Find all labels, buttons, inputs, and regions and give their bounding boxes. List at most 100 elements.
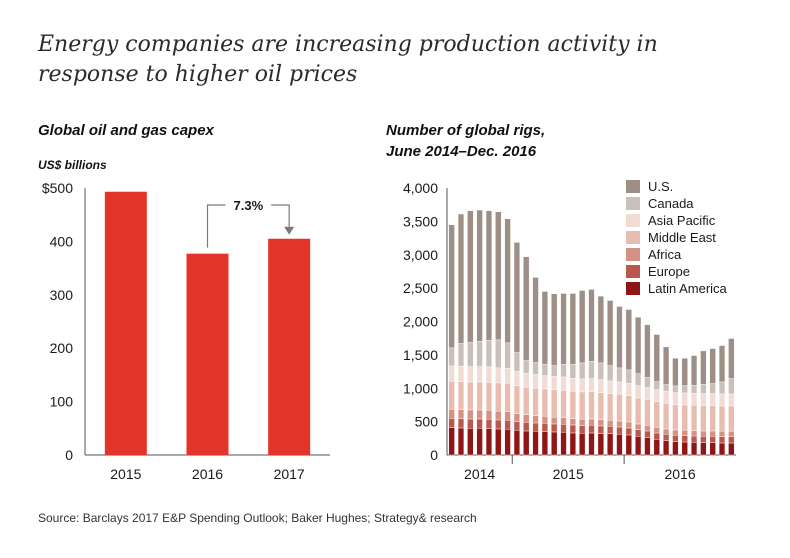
rig-segment-middle-east — [625, 395, 632, 423]
rig-segment-africa — [504, 411, 511, 421]
rig-segment-latin-america — [513, 430, 521, 456]
rig-segment-canada — [644, 377, 651, 388]
rig-segment-asia-pacific — [569, 378, 576, 392]
rig-segment-canada — [690, 385, 698, 394]
rig-segment-middle-east — [662, 403, 670, 430]
capex-unit-label: US$ billions — [38, 158, 107, 172]
growth-arrow-head — [284, 226, 295, 235]
rig-segment-europe — [616, 426, 623, 435]
capex-chart-title: Global oil and gas capex — [38, 122, 214, 139]
rig-segment-canada — [485, 339, 493, 368]
rig-segment-africa — [607, 420, 614, 427]
rig-segment-europe — [495, 419, 502, 430]
rig-segment-africa — [495, 411, 502, 421]
rig-segment-u-s- — [504, 218, 511, 344]
rigs-x-year-label: 2015 — [553, 466, 584, 482]
rig-segment-latin-america — [718, 442, 726, 456]
rig-segment-africa — [579, 419, 586, 426]
rig-segment-asia-pacific — [700, 393, 707, 406]
rig-segment-middle-east — [700, 405, 707, 432]
rig-segment-canada — [616, 367, 623, 383]
rigs-y-tick-label: 500 — [415, 414, 439, 430]
rig-segment-africa — [700, 430, 707, 437]
rig-segment-latin-america — [476, 428, 483, 456]
rig-segment-middle-east — [448, 381, 455, 410]
rig-segment-canada — [709, 383, 716, 394]
rigs-y-tick-label: 2,000 — [403, 314, 438, 330]
rig-segment-asia-pacific — [644, 387, 651, 400]
rig-segment-canada — [560, 364, 567, 378]
rig-segment-canada — [607, 365, 614, 382]
rig-segment-asia-pacific — [485, 366, 493, 383]
rig-segment-u-s- — [513, 242, 521, 353]
rig-segment-europe — [523, 422, 530, 432]
rig-segment-asia-pacific — [579, 378, 586, 393]
rig-segment-latin-america — [448, 427, 455, 456]
rig-segment-latin-america — [588, 432, 595, 456]
capex-x-tick-label: 2015 — [110, 466, 141, 482]
legend-label: Africa — [648, 247, 682, 262]
rig-segment-u-s- — [690, 355, 698, 386]
rig-segment-africa — [597, 419, 604, 427]
rigs-title-line: June 2014–Dec. 2016 — [386, 143, 537, 160]
rig-segment-middle-east — [495, 382, 502, 412]
rig-segment-europe — [635, 429, 642, 437]
rig-segment-asia-pacific — [616, 381, 623, 395]
rig-segment-europe — [690, 435, 698, 443]
rig-segment-africa — [513, 413, 521, 422]
rig-segment-europe — [467, 418, 474, 429]
rig-segment-canada — [625, 369, 632, 384]
legend-swatch-africa — [626, 248, 640, 261]
rig-segment-middle-east — [569, 391, 576, 419]
rig-segment-europe — [644, 430, 651, 438]
rig-segment-canada — [569, 364, 576, 379]
rig-segment-africa — [588, 418, 595, 426]
rig-segment-canada — [597, 362, 604, 380]
source-note: Source: Barclays 2017 E&P Spending Outlo… — [38, 511, 477, 525]
rig-segment-middle-east — [607, 393, 614, 421]
rig-segment-canada — [551, 365, 558, 377]
rig-segment-asia-pacific — [672, 392, 679, 405]
rig-segment-asia-pacific — [504, 368, 511, 384]
rig-segment-middle-east — [467, 381, 474, 411]
rig-segment-asia-pacific — [653, 389, 660, 402]
rig-segment-europe — [662, 434, 670, 441]
rig-segment-asia-pacific — [476, 366, 483, 383]
rig-segment-africa — [476, 409, 483, 420]
rig-segment-u-s- — [476, 209, 483, 342]
rig-segment-latin-america — [551, 431, 558, 456]
rig-segment-latin-america — [569, 432, 576, 456]
rig-segment-middle-east — [653, 401, 660, 428]
rig-segment-u-s- — [662, 346, 670, 385]
rig-segment-middle-east — [551, 389, 558, 418]
rig-segment-asia-pacific — [681, 392, 688, 406]
legend-label: Europe — [648, 264, 690, 279]
rig-segment-middle-east — [485, 382, 493, 411]
legend-label: Canada — [648, 196, 694, 211]
rig-segment-europe — [504, 420, 511, 430]
rig-segment-asia-pacific — [625, 383, 632, 396]
rig-segment-latin-america — [607, 433, 614, 456]
rig-segment-europe — [541, 423, 548, 432]
rig-segment-u-s- — [728, 338, 735, 379]
rig-segment-latin-america — [523, 430, 530, 456]
rig-segment-middle-east — [457, 381, 465, 410]
rig-segment-latin-america — [560, 432, 567, 456]
rig-segment-europe — [457, 418, 465, 429]
rig-segment-canada — [672, 385, 679, 393]
rig-segment-u-s- — [588, 289, 595, 362]
rig-segment-europe — [532, 422, 539, 432]
rig-segment-africa — [616, 420, 623, 428]
legend-swatch-europe — [626, 265, 640, 278]
rig-segment-canada — [700, 384, 707, 394]
rig-segment-africa — [690, 430, 698, 437]
rig-segment-europe — [709, 436, 716, 443]
rig-segment-latin-america — [457, 427, 465, 456]
legend-swatch-asia-pacific — [626, 214, 640, 227]
rigs-y-tick-label: 3,000 — [403, 247, 438, 263]
rigs-x-year-label: 2014 — [464, 466, 495, 482]
rigs-y-tick-label: 4,000 — [403, 180, 438, 196]
rig-segment-middle-east — [635, 397, 642, 425]
rig-segment-europe — [551, 423, 558, 433]
rig-segment-u-s- — [625, 309, 632, 371]
